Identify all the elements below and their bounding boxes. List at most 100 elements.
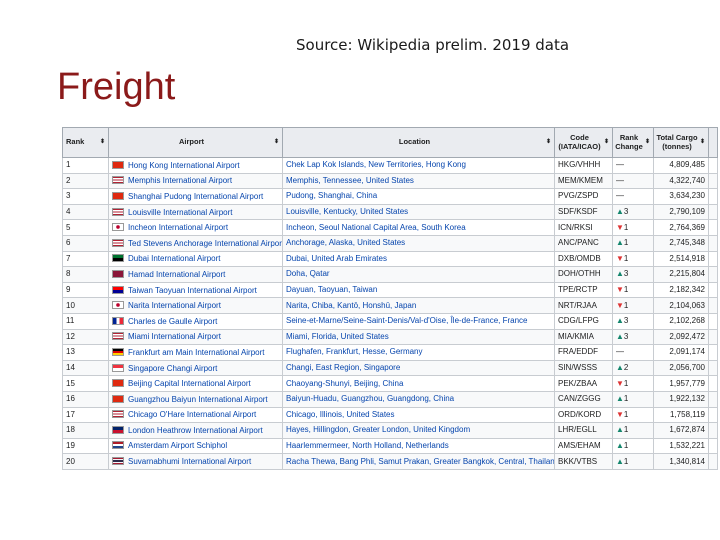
- header-code[interactable]: Code (IATA/ICAO) ⬍: [554, 127, 613, 158]
- location-link[interactable]: Incheon, Seoul National Capital Area, So…: [286, 222, 466, 232]
- airport-link[interactable]: Hong Kong International Airport: [128, 160, 240, 170]
- location-link[interactable]: Seine-et-Marne/Seine-Saint-Denis/Val-d'O…: [286, 316, 528, 326]
- cell-location[interactable]: Pudong, Shanghai, China: [282, 188, 555, 205]
- location-link[interactable]: Chaoyang-Shunyi, Beijing, China: [286, 378, 404, 388]
- cell-airport[interactable]: Miami International Airport: [108, 328, 283, 346]
- cell-location[interactable]: Memphis, Tennessee, United States: [282, 172, 555, 190]
- cell-location[interactable]: Narita, Chiba, Kantō, Honshū, Japan: [282, 297, 555, 314]
- airport-link[interactable]: Suvarnabhumi International Airport: [128, 457, 252, 467]
- location-link[interactable]: Racha Thewa, Bang Phli, Samut Prakan, Gr…: [286, 456, 555, 466]
- cell-airport[interactable]: Frankfurt am Main International Airport: [108, 344, 283, 361]
- cell-airport[interactable]: Louisville International Airport: [108, 203, 283, 221]
- location-link[interactable]: Narita, Chiba, Kantō, Honshū, Japan: [286, 300, 417, 310]
- cell-location[interactable]: Louisville, Kentucky, United States: [282, 203, 555, 221]
- cell-location[interactable]: Doha, Qatar: [282, 266, 555, 283]
- airport-link[interactable]: Singapore Changi Airport: [128, 363, 218, 373]
- airport-link[interactable]: Beijing Capital International Airport: [128, 379, 251, 389]
- cell-location[interactable]: Anchorage, Alaska, United States: [282, 234, 555, 252]
- airport-link[interactable]: Amsterdam Airport Schiphol: [128, 441, 228, 451]
- cell-location[interactable]: Flughafen, Frankfurt, Hesse, Germany: [282, 344, 555, 361]
- airport-link[interactable]: Taiwan Taoyuan International Airport: [128, 285, 257, 295]
- sort-icon[interactable]: ⬍: [603, 139, 609, 145]
- cell-airport[interactable]: Guangzhou Baiyun International Airport: [108, 390, 283, 408]
- cell-location[interactable]: Seine-et-Marne/Seine-Saint-Denis/Val-d'O…: [282, 312, 555, 330]
- cell-airport[interactable]: Dubai International Airport: [108, 250, 283, 268]
- cell-location[interactable]: Chaoyang-Shunyi, Beijing, China: [282, 375, 555, 392]
- cell-airport[interactable]: London Heathrow International Airport: [108, 422, 283, 439]
- location-link[interactable]: Anchorage, Alaska, United States: [286, 238, 406, 248]
- location-link[interactable]: Memphis, Tennessee, United States: [286, 175, 414, 185]
- cell-location[interactable]: Dubai, United Arab Emirates: [282, 250, 555, 268]
- cell-location[interactable]: Racha Thewa, Bang Phli, Samut Prakan, Gr…: [282, 453, 555, 470]
- cell-location[interactable]: Dayuan, Taoyuan, Taiwan: [282, 281, 555, 299]
- location-link[interactable]: Miami, Florida, United States: [286, 331, 389, 341]
- cell-total-cargo: 2,091,174: [653, 344, 709, 361]
- cell-location[interactable]: Chek Lap Kok Islands, New Territories, H…: [282, 157, 555, 174]
- airport-link[interactable]: Charles de Gaulle Airport: [128, 316, 218, 326]
- cell-airport[interactable]: Suvarnabhumi International Airport: [108, 453, 283, 470]
- airport-link[interactable]: Hamad International Airport: [128, 269, 226, 279]
- location-link[interactable]: Louisville, Kentucky, United States: [286, 207, 409, 217]
- location-link[interactable]: Hayes, Hillingdon, Greater London, Unite…: [286, 425, 471, 435]
- cell-airport[interactable]: Memphis International Airport: [108, 172, 283, 190]
- cell-code: MIA/KMIA: [554, 328, 613, 346]
- airport-link[interactable]: Memphis International Airport: [128, 176, 233, 186]
- location-link[interactable]: Changi, East Region, Singapore: [286, 363, 401, 373]
- airport-link[interactable]: Guangzhou Baiyun International Airport: [128, 394, 268, 404]
- sort-icon[interactable]: ⬍: [644, 139, 650, 145]
- cell-extra: [708, 422, 718, 439]
- cell-airport[interactable]: Incheon International Airport: [108, 219, 283, 236]
- cell-airport[interactable]: Charles de Gaulle Airport: [108, 312, 283, 330]
- airport-link[interactable]: Frankfurt am Main International Airport: [128, 347, 265, 357]
- cell-airport[interactable]: Amsterdam Airport Schiphol: [108, 437, 283, 455]
- location-link[interactable]: Flughafen, Frankfurt, Hesse, Germany: [286, 347, 423, 357]
- cell-rank-change: ▲1: [612, 234, 654, 252]
- cell-location[interactable]: Baiyun-Huadu, Guangzhou, Guangdong, Chin…: [282, 390, 555, 408]
- airport-link[interactable]: Miami International Airport: [128, 332, 221, 342]
- cell-airport[interactable]: Shanghai Pudong International Airport: [108, 188, 283, 205]
- cell-airport[interactable]: Beijing Capital International Airport: [108, 375, 283, 392]
- cell-airport[interactable]: Narita International Airport: [108, 297, 283, 314]
- location-link[interactable]: Dayuan, Taoyuan, Taiwan: [286, 285, 378, 295]
- cell-location[interactable]: Haarlemmermeer, North Holland, Netherlan…: [282, 437, 555, 455]
- cell-location[interactable]: Changi, East Region, Singapore: [282, 359, 555, 377]
- cell-airport[interactable]: Chicago O'Hare International Airport: [108, 406, 283, 424]
- header-airport[interactable]: Airport ⬍: [108, 127, 283, 158]
- location-link[interactable]: Haarlemmermeer, North Holland, Netherlan…: [286, 440, 449, 450]
- header-rank-change[interactable]: Rank Change ⬍: [612, 127, 654, 158]
- sort-icon[interactable]: ⬍: [545, 139, 551, 145]
- airport-link[interactable]: Dubai International Airport: [128, 254, 221, 264]
- cell-extra: [708, 234, 718, 252]
- location-link[interactable]: Doha, Qatar: [286, 269, 330, 279]
- sort-icon[interactable]: ⬍: [699, 139, 705, 145]
- location-link[interactable]: Dubai, United Arab Emirates: [286, 253, 387, 263]
- airport-link[interactable]: Chicago O'Hare International Airport: [128, 410, 257, 420]
- cell-airport[interactable]: Hamad International Airport: [108, 266, 283, 283]
- header-location[interactable]: Location ⬍: [282, 127, 555, 158]
- cell-location[interactable]: Chicago, Illinois, United States: [282, 406, 555, 424]
- header-total-cargo[interactable]: Total Cargo (tonnes) ⬍: [653, 127, 709, 158]
- location-link[interactable]: Baiyun-Huadu, Guangzhou, Guangdong, Chin…: [286, 394, 455, 404]
- airport-link[interactable]: Incheon International Airport: [128, 223, 229, 233]
- airport-link[interactable]: Louisville International Airport: [128, 207, 233, 217]
- cell-extra: [708, 328, 718, 346]
- cell-airport[interactable]: Taiwan Taoyuan International Airport: [108, 281, 283, 299]
- sort-icon[interactable]: ⬍: [273, 139, 279, 145]
- cell-airport[interactable]: Singapore Changi Airport: [108, 359, 283, 377]
- airport-link[interactable]: Ted Stevens Anchorage International Airp…: [128, 238, 283, 248]
- cell-location[interactable]: Hayes, Hillingdon, Greater London, Unite…: [282, 422, 555, 439]
- location-link[interactable]: Chek Lap Kok Islands, New Territories, H…: [286, 160, 466, 170]
- sort-icon[interactable]: ⬍: [99, 139, 105, 145]
- cell-extra: [708, 172, 718, 190]
- location-link[interactable]: Pudong, Shanghai, China: [286, 191, 378, 201]
- airport-link[interactable]: London Heathrow International Airport: [128, 425, 263, 435]
- location-link[interactable]: Chicago, Illinois, United States: [286, 409, 395, 419]
- cell-airport[interactable]: Ted Stevens Anchorage International Airp…: [108, 234, 283, 252]
- airport-link[interactable]: Narita International Airport: [128, 301, 221, 311]
- cell-location[interactable]: Incheon, Seoul National Capital Area, So…: [282, 219, 555, 236]
- header-rank[interactable]: Rank ⬍: [62, 127, 109, 158]
- airport-link[interactable]: Shanghai Pudong International Airport: [128, 191, 264, 201]
- cell-rank: 13: [62, 344, 109, 361]
- cell-airport[interactable]: Hong Kong International Airport: [108, 157, 283, 174]
- cell-location[interactable]: Miami, Florida, United States: [282, 328, 555, 346]
